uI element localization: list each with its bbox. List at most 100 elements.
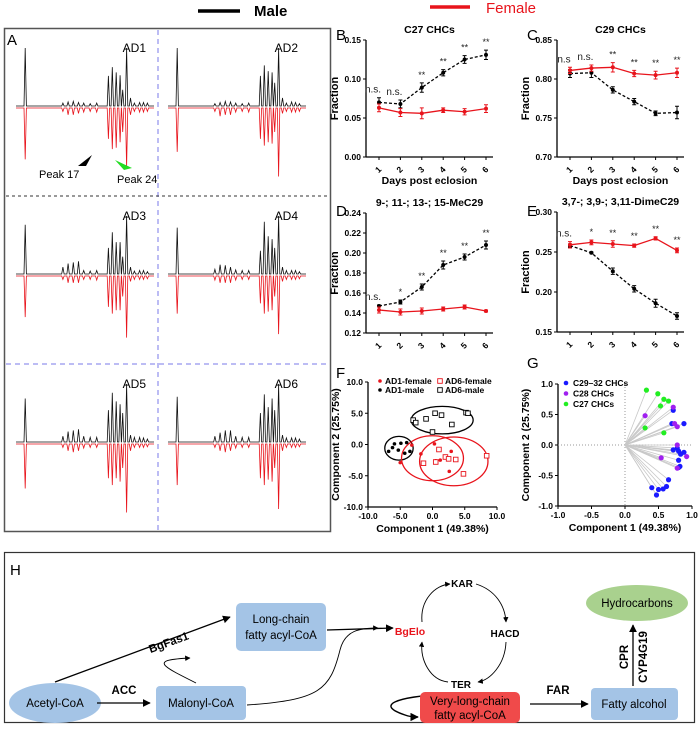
- data-point: [438, 458, 443, 462]
- x-tick-label: -0.5: [584, 510, 599, 520]
- data-point: [658, 455, 664, 461]
- panel-label-a: A: [7, 32, 17, 49]
- loading-vector: [624, 405, 661, 446]
- x-tick-label: 4: [437, 164, 448, 175]
- subpanel-label: AD2: [275, 41, 299, 55]
- arrow-malonyl-to-bgelo: [246, 625, 379, 706]
- y-tick-label: 0.30: [535, 207, 552, 217]
- loading-vector: [624, 444, 664, 490]
- significance-label: **: [482, 37, 490, 47]
- chromatogram-ad1: AD1: [16, 41, 154, 168]
- arrowhead-peak24-icon: [115, 160, 132, 170]
- chromatogram-ad6: AD6: [168, 377, 306, 510]
- y-axis-label: Fraction: [329, 77, 341, 121]
- enzyme-bgelo: BgElo: [395, 626, 425, 638]
- series-line-female: [569, 66, 678, 76]
- loading-vector: [624, 444, 659, 490]
- significance-label: **: [673, 55, 681, 65]
- significance-label: n.s.: [365, 292, 381, 303]
- x-tick-label: 1: [564, 339, 575, 350]
- data-point: [432, 410, 438, 417]
- y-tick-label: 0.12: [344, 328, 361, 338]
- y-tick-label: 0.05: [344, 113, 361, 123]
- x-tick-label: 6: [480, 164, 491, 175]
- x-tick-label: 10.0: [489, 511, 506, 521]
- data-point: [449, 449, 454, 454]
- data-point: [419, 452, 423, 456]
- loading-vector: [624, 427, 646, 446]
- data-point-male: [610, 269, 615, 274]
- loading-vector: [624, 444, 662, 459]
- data-point-male: [462, 255, 467, 259]
- chart-title: C27 CHCs: [404, 24, 455, 36]
- significance-label: **: [631, 57, 639, 67]
- enzyme-far: FAR: [547, 685, 571, 697]
- data-point: [398, 460, 403, 465]
- legend-label: C27 CHCs: [573, 399, 614, 409]
- chart-title: C29 CHCs: [595, 24, 646, 36]
- data-point: [396, 448, 401, 452]
- chromatogram-ad4: AD4: [168, 209, 306, 335]
- series-line-male: [378, 244, 487, 307]
- data-point: [432, 442, 437, 446]
- data-point: [661, 396, 667, 402]
- legend-label: AD6-female: [445, 376, 492, 386]
- x-tick-label: 0.0: [427, 511, 439, 521]
- y-tick-label: 0.25: [535, 247, 552, 257]
- data-point-female: [589, 66, 594, 71]
- legend-marker: [378, 379, 382, 383]
- data-point-male: [441, 263, 446, 267]
- y-tick-label: 0.20: [344, 248, 361, 258]
- data-point: [657, 403, 664, 409]
- data-point-male: [441, 70, 446, 75]
- y-axis-label: Component 2 (25.75%): [520, 389, 532, 502]
- data-point: [404, 440, 409, 445]
- enzyme-cyp4g19: CYP4G19: [638, 631, 650, 683]
- subpanel-label: AD4: [275, 209, 299, 223]
- legend-label: C28 CHCs: [573, 389, 614, 399]
- data-point: [670, 447, 676, 453]
- chart-title: 3,7-; 3,9-; 3,11-DimeC29: [562, 196, 679, 208]
- cycle-arrow-hacd-ter: [477, 641, 507, 684]
- data-point-male: [419, 285, 424, 289]
- data-point: [665, 398, 672, 404]
- x-tick-label: 5: [650, 164, 661, 175]
- male-trace: [168, 215, 306, 275]
- legend-marker: [437, 378, 443, 384]
- x-tick-label: 2: [394, 340, 405, 351]
- data-point: [676, 457, 682, 463]
- legend-marker: [563, 401, 569, 407]
- enzyme-kar: KAR: [451, 579, 473, 590]
- data-point-female: [632, 71, 637, 76]
- loading-vector: [624, 444, 678, 449]
- male-trace: [16, 383, 154, 443]
- x-tick-label: -5.0: [393, 511, 408, 521]
- data-point-female: [568, 68, 572, 73]
- y-tick-label: 0.00: [344, 152, 361, 162]
- subpanel-label: AD1: [123, 41, 147, 55]
- x-tick-label: 5: [459, 164, 470, 175]
- node-malonyl-coa: [156, 686, 246, 720]
- cycle-arrow-ter-bgelo: [418, 641, 449, 683]
- data-point: [643, 387, 650, 393]
- data-point-male: [398, 300, 403, 304]
- significance-label: **: [440, 57, 448, 67]
- legend-label: AD1-male: [385, 385, 424, 395]
- arrowhead-peak17-icon: [78, 155, 92, 166]
- node-hydrocarbons: [586, 585, 688, 621]
- chromatogram-ad5: AD5: [16, 377, 154, 513]
- data-point-male: [653, 111, 658, 116]
- panel-label-c: C: [527, 27, 538, 44]
- data-point: [653, 492, 660, 498]
- enzyme-acc: ACC: [112, 685, 137, 697]
- data-point-female: [462, 305, 467, 309]
- data-point-male: [589, 70, 594, 75]
- arrow-bgfas1: [54, 615, 231, 683]
- y-tick-label: 0.15: [535, 327, 552, 337]
- data-point: [447, 469, 452, 474]
- chart-g: G -1.0 -0.5 0.0 0.5 1.0 -1.0 -0.5 0.0 0.5 1.0 Compo…: [520, 355, 698, 534]
- y-tick-label: 0.75: [535, 113, 552, 123]
- enzyme-cpr: CPR: [619, 644, 631, 669]
- x-tick-label: 1: [564, 164, 575, 175]
